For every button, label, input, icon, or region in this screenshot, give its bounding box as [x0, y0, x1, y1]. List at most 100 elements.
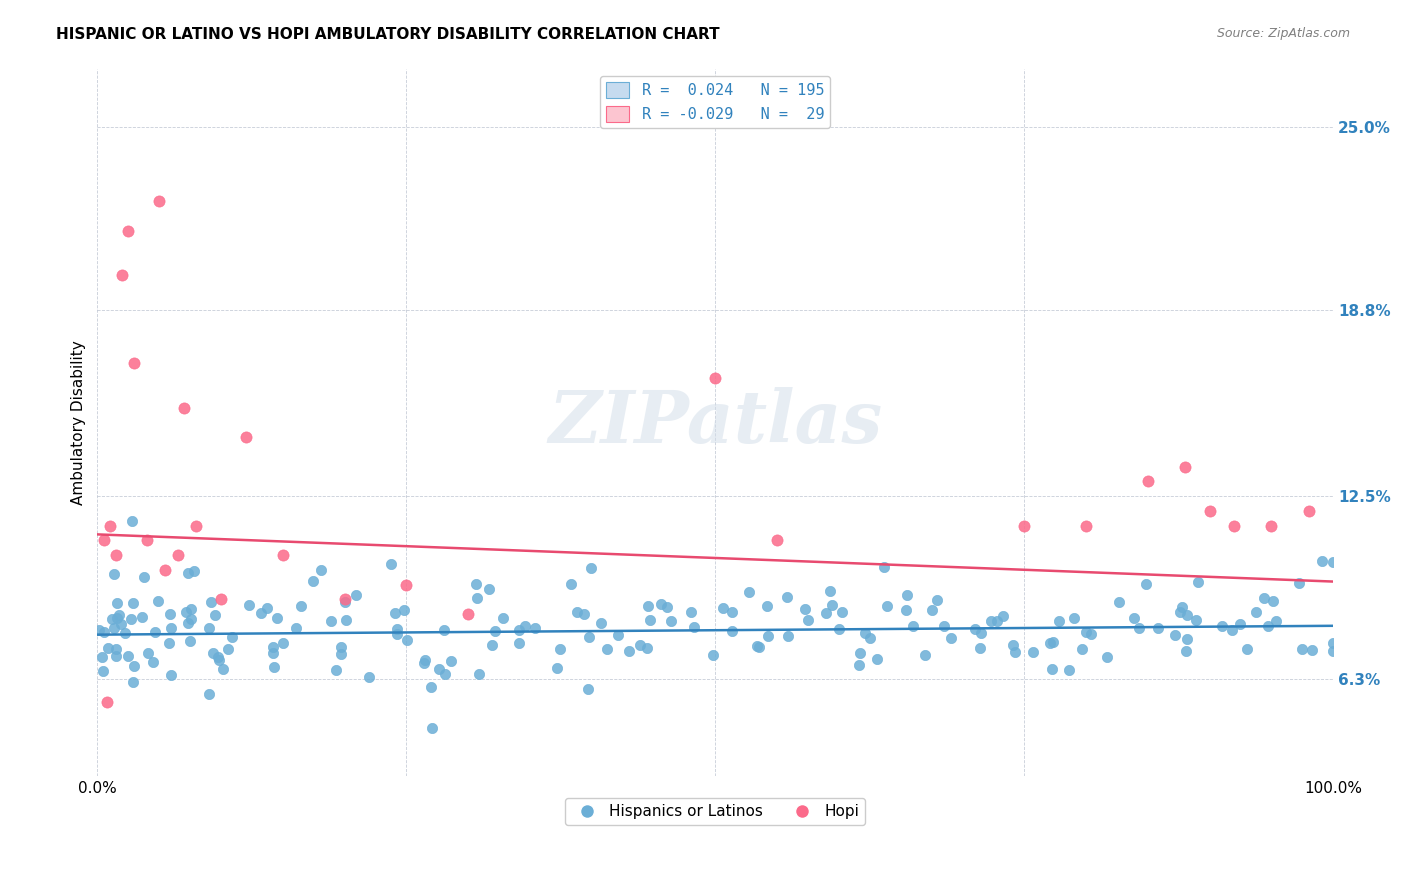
Point [209, 592, 232, 607]
Point [412, 656, 434, 670]
Point [135, 533, 157, 548]
Point [481, 638, 503, 652]
Point [146, 593, 169, 607]
Point [578, 630, 600, 644]
Point [492, 611, 515, 625]
Point [1301, 642, 1323, 657]
Point [91, 665, 114, 679]
Point [333, 595, 356, 609]
Point [440, 654, 463, 668]
Point [433, 624, 456, 638]
Point [849, 646, 872, 660]
Point [271, 636, 294, 650]
Point [980, 614, 1002, 628]
Point [173, 401, 195, 415]
Legend: Hispanics or Latinos, Hopi: Hispanics or Latinos, Hopi [565, 798, 866, 825]
Point [797, 613, 820, 627]
Point [711, 601, 734, 615]
Point [939, 631, 962, 645]
Point [311, 564, 333, 578]
Point [91, 650, 114, 665]
Point [1288, 576, 1310, 591]
Point [176, 566, 198, 581]
Point [721, 605, 744, 619]
Point [866, 651, 889, 665]
Point [120, 612, 142, 626]
Point [1014, 518, 1036, 533]
Point [1198, 504, 1220, 518]
Point [738, 585, 761, 599]
Point [567, 605, 589, 619]
Point [131, 610, 153, 624]
Point [576, 681, 599, 696]
Point [896, 588, 918, 602]
Point [217, 641, 239, 656]
Point [465, 576, 488, 591]
Point [756, 629, 779, 643]
Point [1122, 610, 1144, 624]
Point [117, 648, 139, 663]
Point [93, 533, 115, 548]
Point [1074, 518, 1097, 533]
Point [963, 622, 986, 636]
Point [183, 564, 205, 578]
Point [859, 632, 882, 646]
Point [256, 600, 278, 615]
Point [638, 613, 661, 627]
Point [873, 560, 896, 574]
Point [546, 661, 568, 675]
Point [180, 602, 202, 616]
Point [637, 599, 659, 613]
Point [413, 652, 436, 666]
Point [159, 607, 181, 621]
Point [1071, 641, 1094, 656]
Point [157, 636, 180, 650]
Point [679, 605, 702, 619]
Point [395, 577, 418, 591]
Point [1171, 599, 1194, 614]
Point [1168, 605, 1191, 619]
Point [329, 647, 352, 661]
Point [111, 268, 134, 282]
Point [1164, 628, 1187, 642]
Point [235, 430, 257, 444]
Point [122, 675, 145, 690]
Point [1223, 518, 1246, 533]
Point [143, 625, 166, 640]
Point [344, 589, 367, 603]
Point [1175, 607, 1198, 622]
Point [124, 356, 146, 370]
Point [198, 621, 221, 635]
Point [105, 648, 128, 663]
Point [986, 614, 1008, 628]
Point [249, 606, 271, 620]
Point [831, 605, 853, 619]
Point [1004, 645, 1026, 659]
Point [380, 558, 402, 572]
Text: ZIPatlas: ZIPatlas [548, 387, 883, 458]
Point [122, 659, 145, 673]
Point [142, 655, 165, 669]
Point [745, 640, 768, 654]
Point [121, 514, 143, 528]
Point [848, 658, 870, 673]
Point [201, 646, 224, 660]
Point [914, 648, 936, 663]
Point [853, 626, 876, 640]
Point [1298, 504, 1320, 518]
Point [1253, 591, 1275, 605]
Point [1264, 614, 1286, 628]
Point [457, 607, 479, 621]
Point [177, 615, 200, 630]
Point [628, 638, 651, 652]
Point [894, 603, 917, 617]
Point [756, 599, 779, 613]
Point [333, 592, 356, 607]
Point [392, 602, 415, 616]
Point [969, 641, 991, 656]
Point [262, 640, 284, 655]
Point [1047, 614, 1070, 628]
Point [820, 583, 842, 598]
Point [321, 614, 343, 628]
Point [1174, 644, 1197, 658]
